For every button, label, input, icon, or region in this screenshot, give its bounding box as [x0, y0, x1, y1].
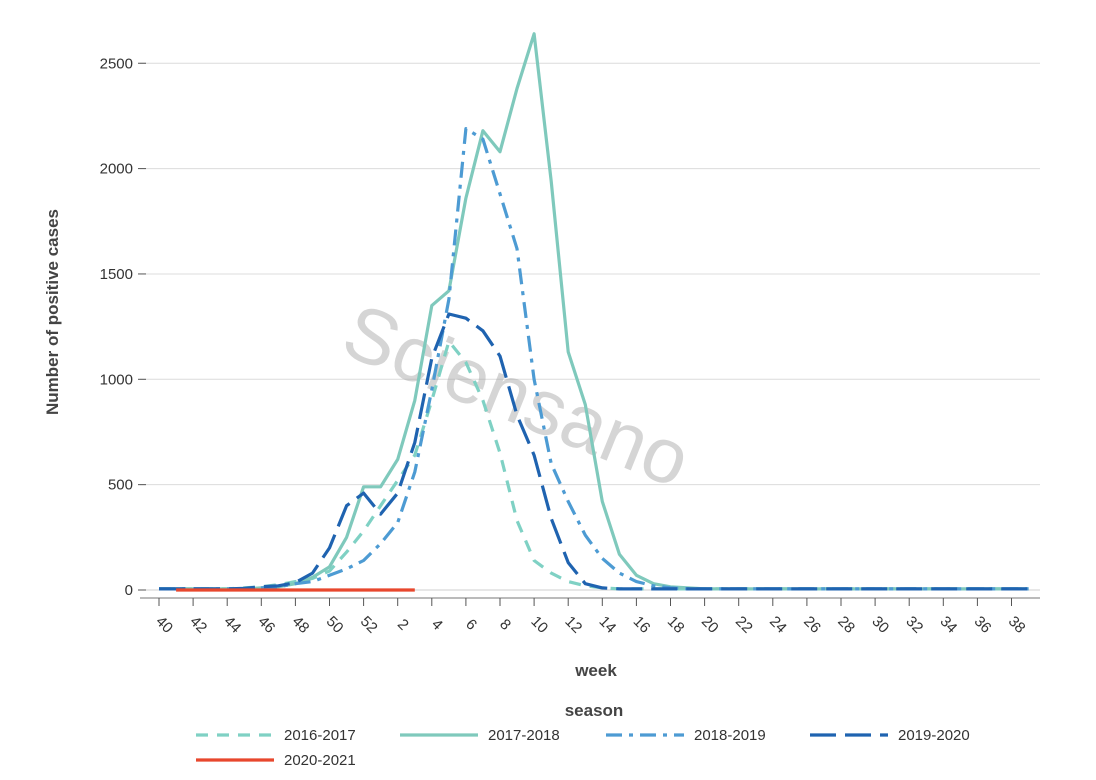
x-tick-label: 18 [664, 613, 688, 637]
gridlines [140, 62, 1040, 591]
x-tick-label: 28 [834, 613, 858, 637]
x-tick-label: 16 [630, 613, 654, 637]
series-line-2018-2019 [159, 127, 1029, 591]
x-tick-label: 8 [496, 616, 514, 634]
x-axis-title: week [574, 661, 617, 680]
y-tick-label: 1000 [100, 371, 133, 388]
x-tick-label: 6 [462, 616, 480, 634]
y-axis-title: Number of positive cases [43, 209, 62, 415]
x-tick-label: 4 [428, 616, 446, 634]
y-tick-label: 0 [125, 582, 133, 599]
x-tick-label: 36 [971, 613, 995, 637]
y-tick-label: 500 [108, 477, 133, 494]
x-tick-label: 20 [698, 613, 722, 637]
x-tick-label: 44 [220, 613, 244, 637]
legend-label-2016-2017: 2016-2017 [284, 727, 356, 744]
x-tick-label: 30 [868, 613, 892, 637]
legend-label-2017-2018: 2017-2018 [488, 727, 560, 744]
legend-label-2019-2020: 2019-2020 [898, 727, 970, 744]
x-tick-label: 10 [527, 613, 551, 637]
legend: 2016-2017 2017-2018 2018-2019 2019-2020 2020… [196, 727, 970, 769]
x-tick-label: 38 [1005, 613, 1029, 637]
y-tick-label: 2500 [100, 55, 133, 72]
legend-label-2018-2019: 2018-2019 [694, 727, 766, 744]
y-tick-label: 1500 [100, 266, 133, 283]
x-tick-label: 22 [732, 613, 756, 637]
x-tick-label: 52 [357, 613, 381, 637]
watermark-text: Sciensano [332, 286, 703, 504]
x-tick-label: 2 [394, 616, 412, 634]
x-tick-label: 26 [800, 613, 824, 637]
x-tick-label: 50 [323, 613, 347, 637]
x-tick-label: 42 [186, 613, 210, 637]
y-axis: 0 500 1000 1500 2000 2500 [100, 55, 146, 599]
x-tick-label: 46 [255, 613, 279, 637]
x-tick-label: 14 [596, 613, 620, 637]
series-line-2017-2018 [159, 32, 1029, 591]
series-lines [159, 32, 1029, 592]
series-line-2019-2020 [159, 312, 1029, 591]
x-tick-label: 34 [937, 613, 961, 637]
legend-label-2020-2021: 2020-2021 [284, 752, 356, 769]
legend-title: season [565, 701, 624, 720]
x-tick-label: 48 [289, 613, 313, 637]
x-tick-label: 24 [766, 613, 790, 637]
y-tick-label: 2000 [100, 161, 133, 178]
x-axis: 40 42 44 46 48 50 52 2 4 6 8 10 12 14 16 18 20 22 24 26 28 30… [140, 597, 1040, 637]
x-tick-label: 32 [902, 613, 926, 637]
x-tick-label: 40 [152, 613, 176, 637]
x-tick-label: 12 [561, 613, 585, 637]
